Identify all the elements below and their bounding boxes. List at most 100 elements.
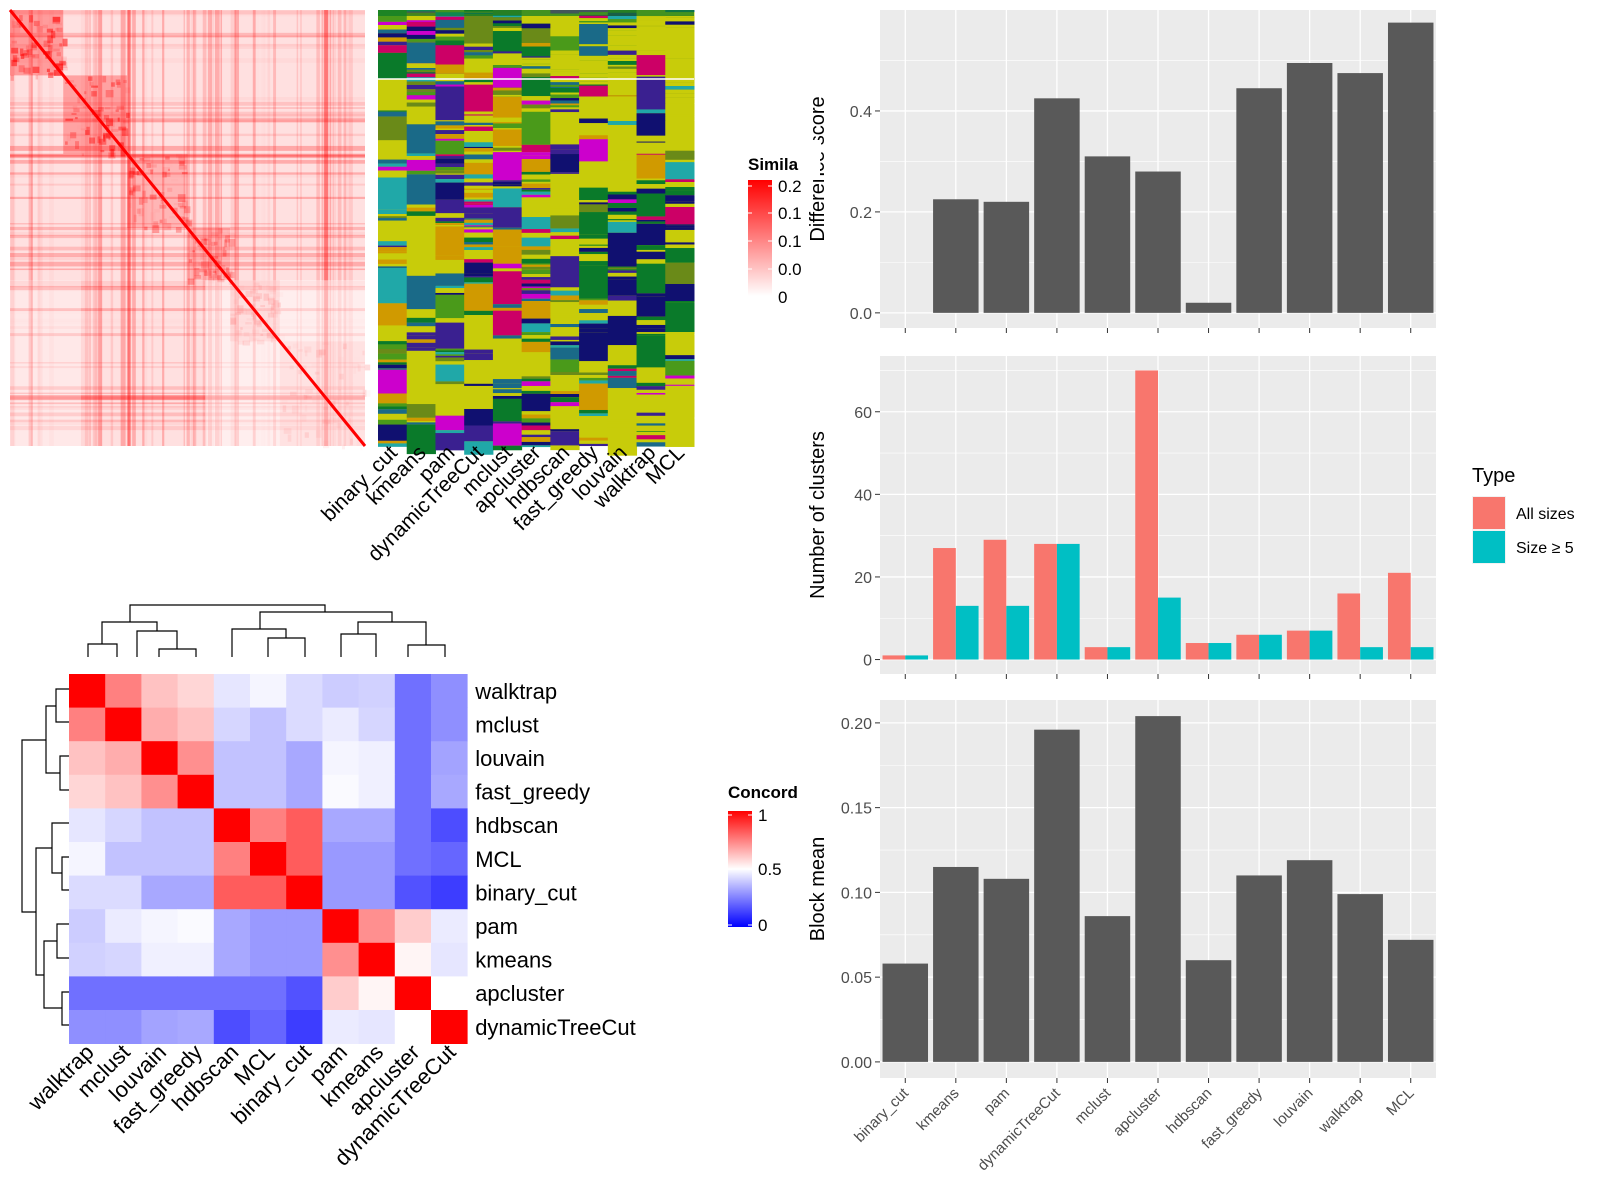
concordance-cell (358, 842, 396, 876)
concordance-cell (141, 875, 178, 910)
concordance-row-label: hdbscan (475, 813, 558, 838)
concordance-cell (141, 976, 178, 1011)
concordance-cell (394, 976, 432, 1011)
concordance-cell (69, 741, 106, 776)
concordance-legend-title: Concord (728, 783, 798, 802)
concordance-cell (177, 875, 215, 910)
y-tick-label: 0.15 (841, 801, 872, 818)
concordance-cell (105, 774, 142, 809)
type-legend-key (1473, 497, 1505, 529)
membership-column-labels: binary_cutkmeanspamdynamicTreeCutmclusta… (317, 441, 689, 566)
x-tick-label: pam (981, 1085, 1014, 1118)
concordance-cell (286, 808, 323, 843)
concordance-cell (69, 808, 106, 843)
concordance-cell (213, 942, 251, 977)
x-tick-label: apcluster (1110, 1085, 1165, 1140)
bar (1084, 156, 1131, 313)
concordance-cell (358, 976, 396, 1011)
concordance-cell (358, 707, 396, 742)
bar (1158, 597, 1181, 660)
bar (1236, 875, 1282, 1062)
bar (955, 605, 979, 660)
concordance-cell (141, 741, 178, 776)
concordance-cell (394, 909, 432, 944)
concordance-cell (213, 909, 251, 944)
bar (1337, 73, 1383, 313)
y-tick-label: 20 (854, 570, 872, 587)
concordance-cell (322, 842, 359, 876)
concordance-cell (286, 909, 323, 944)
x-tick-label: louvain (1271, 1085, 1317, 1131)
y-tick-label: 0.0 (850, 306, 872, 323)
concordance-cell (358, 741, 396, 776)
concordance-cell (250, 741, 287, 776)
concordance-cell (177, 774, 215, 809)
concordance-cell (358, 774, 396, 809)
concordance-cell (105, 942, 142, 977)
bar (882, 655, 906, 660)
concordance-cell (141, 774, 178, 809)
concordance-cell (431, 842, 468, 876)
bar (1107, 647, 1131, 660)
bar (1387, 572, 1411, 660)
concordance-cell (69, 1010, 106, 1044)
concordance-cell (250, 875, 287, 910)
concordance-cell (213, 1010, 251, 1044)
concordance-legend-tick: 0.5 (758, 860, 782, 879)
bar (1387, 22, 1434, 313)
concordance-cell (105, 875, 142, 910)
concordance-cell (141, 674, 178, 708)
concordance-cell (322, 674, 359, 708)
concordance-cell (141, 842, 178, 876)
concordance-cell (250, 674, 287, 708)
similarity-legend-tick: 0.1 (778, 204, 802, 223)
concordance-cell (250, 774, 287, 809)
concordance-cell (213, 842, 251, 876)
concordance-cell (394, 842, 432, 876)
bar (905, 655, 929, 660)
bar (1337, 593, 1361, 660)
concordance-cell (105, 808, 142, 843)
concordance-cell (286, 842, 323, 876)
concordance-cell (358, 875, 396, 910)
bar (1236, 88, 1282, 313)
concordance-cell (322, 1010, 359, 1044)
bar (933, 866, 979, 1062)
concordance-cell (431, 808, 468, 843)
concordance-cell (141, 707, 178, 742)
bar (1259, 634, 1282, 660)
concordance-cell (286, 774, 323, 809)
concordance-cell (69, 942, 106, 977)
concordance-cell (322, 976, 359, 1011)
type-legend-title: Type (1472, 465, 1515, 487)
bar (1286, 630, 1310, 660)
bar (1387, 939, 1434, 1062)
concordance-cell (394, 707, 432, 742)
concordance-cell (286, 707, 323, 742)
bar (1084, 647, 1108, 660)
concordance-legend-tick: 0 (758, 916, 767, 935)
concordance-row-label: mclust (475, 712, 539, 737)
concordance-cell (213, 808, 251, 843)
concordance-cell (250, 942, 287, 977)
concordance-row-label: louvain (475, 746, 545, 771)
concordance-cell (394, 674, 432, 708)
concordance-cell (69, 674, 106, 708)
bar-chart-2: 0 20 40 60 Number of clusters (807, 356, 1436, 679)
concordance-cell (250, 808, 287, 843)
bar (1208, 643, 1232, 660)
x-tick-label: walktrap (1315, 1085, 1367, 1137)
concordance-cell (69, 774, 106, 809)
concordance-cell (322, 774, 359, 809)
concordance-cell (250, 707, 287, 742)
concordance-cell (177, 909, 215, 944)
bar (1056, 543, 1080, 660)
concordance-cell (213, 875, 251, 910)
x-tick-label: hdbscan (1163, 1085, 1215, 1137)
bar (983, 878, 1030, 1062)
concordance-cell (250, 909, 287, 944)
concordance-cell (141, 1010, 178, 1044)
concordance-cell (394, 942, 432, 977)
